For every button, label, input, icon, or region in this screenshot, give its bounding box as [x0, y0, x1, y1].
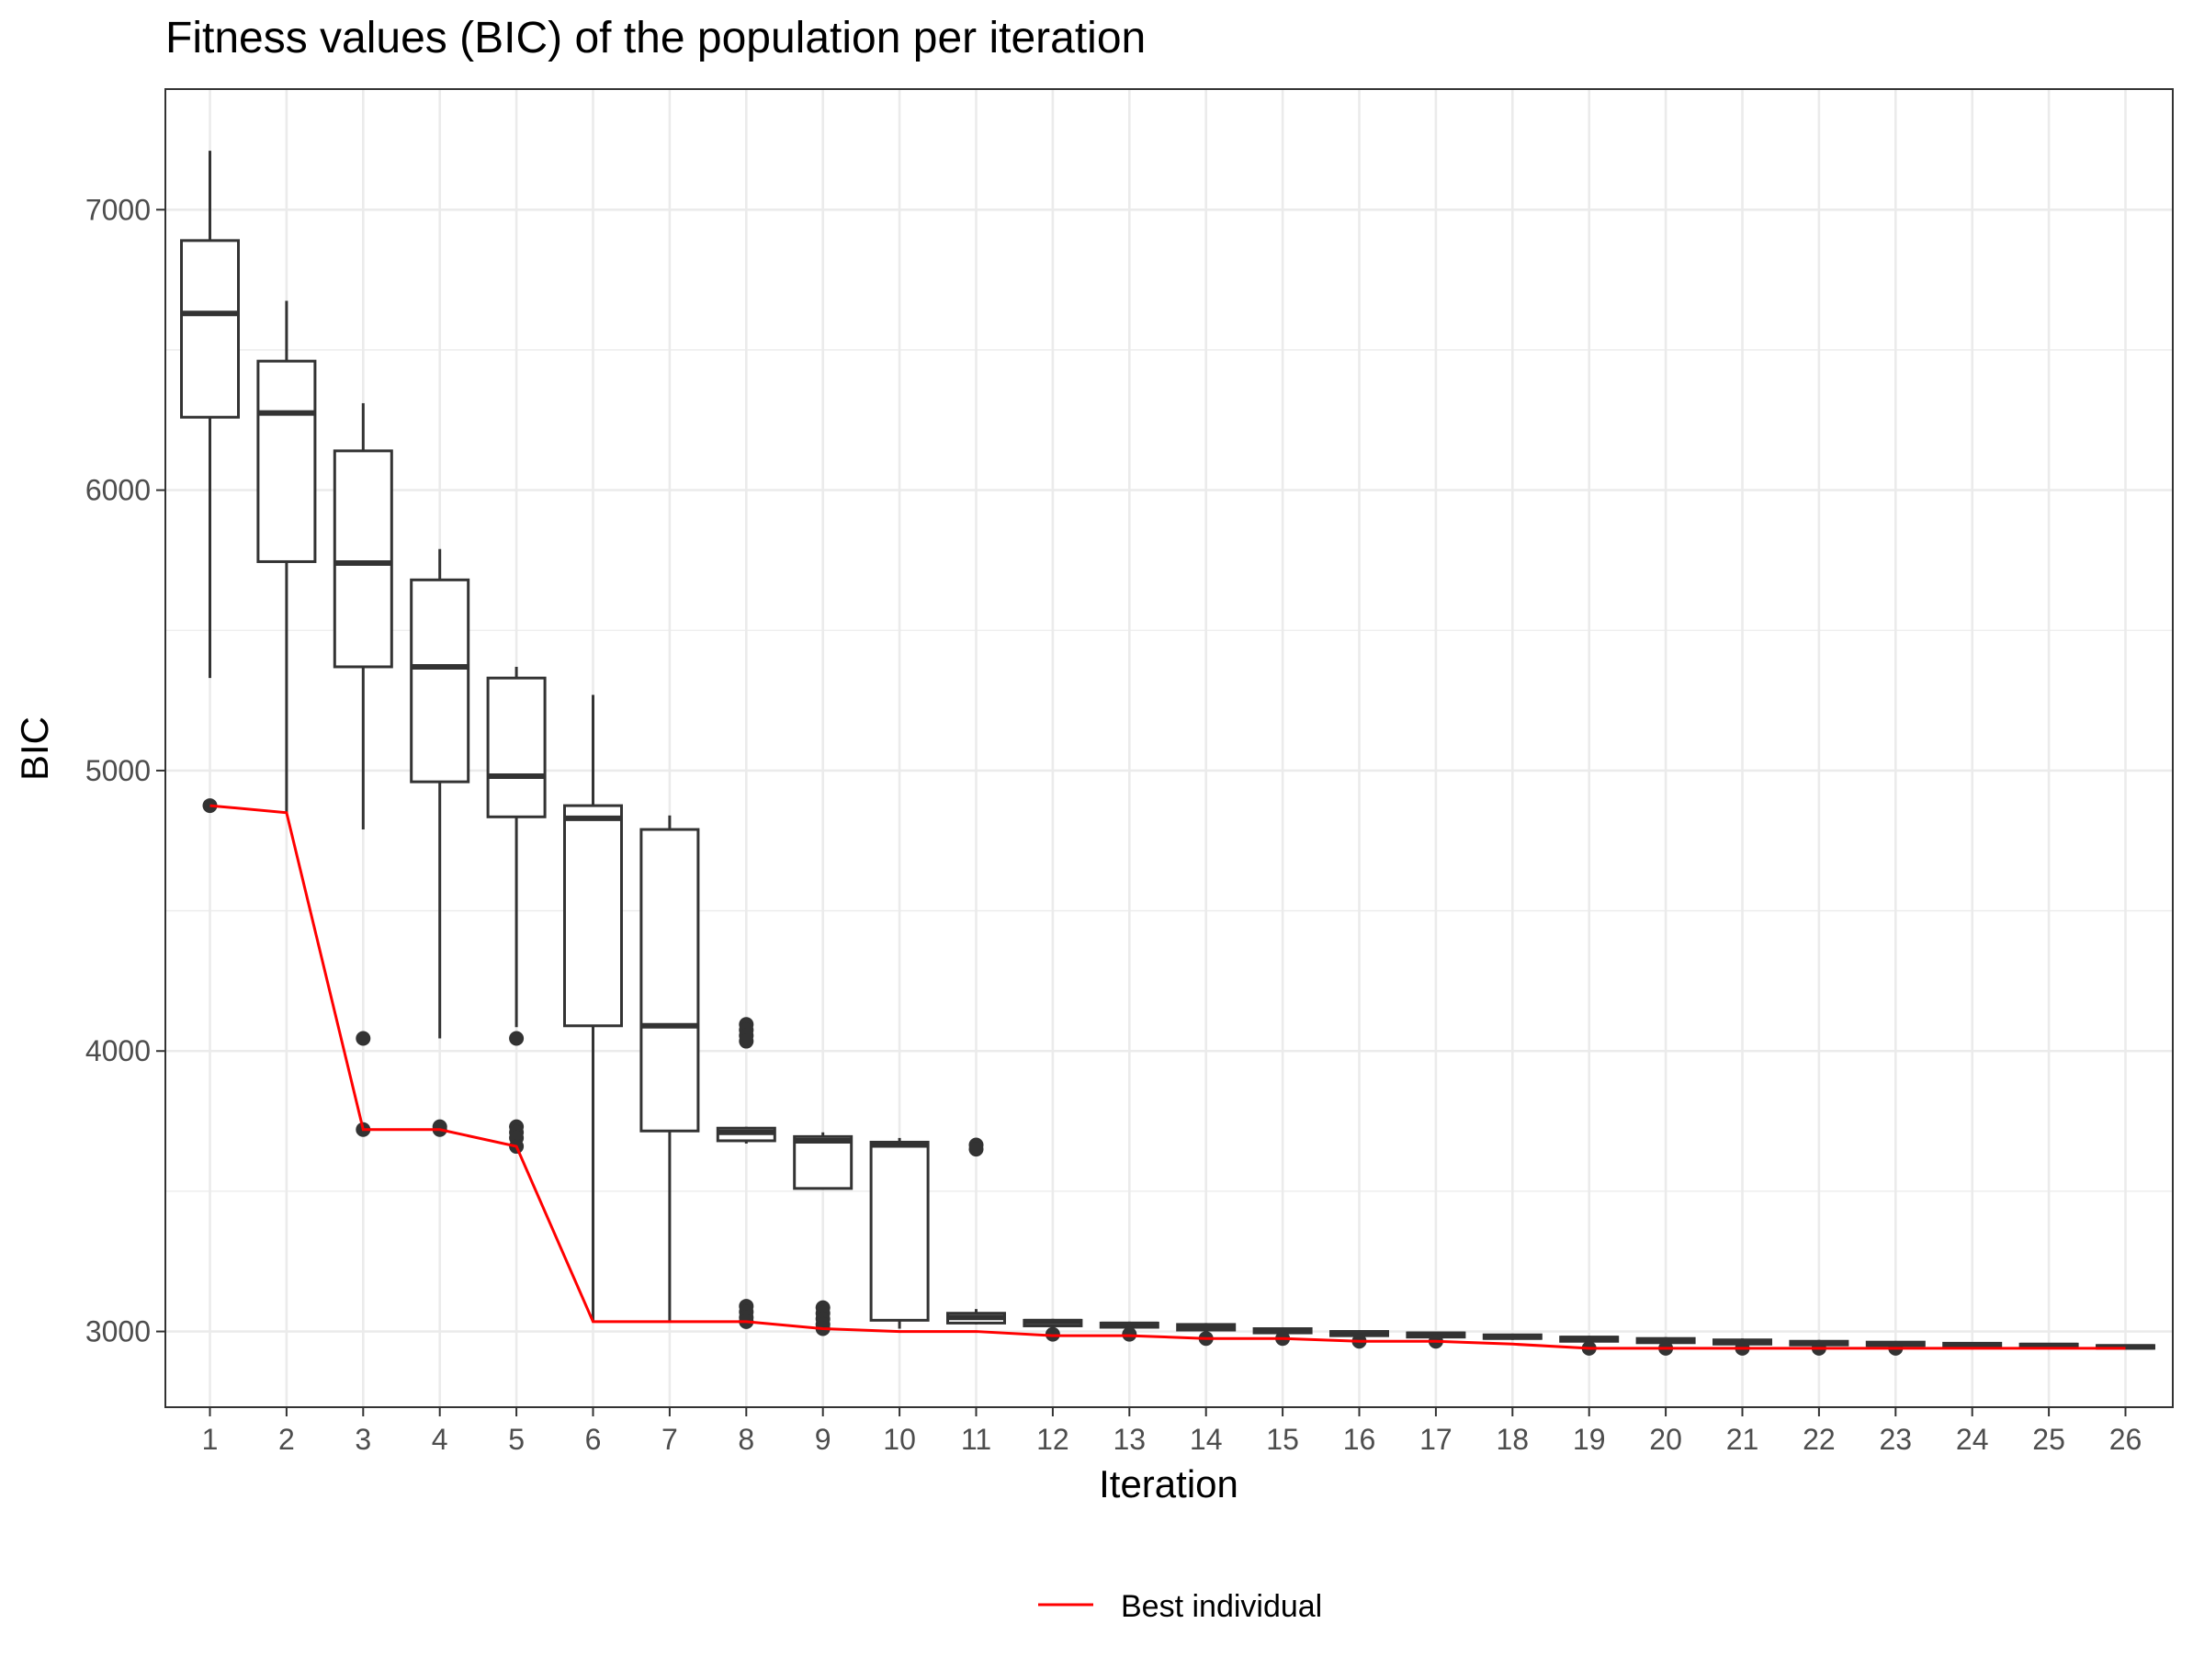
box-iqr: [793, 1134, 853, 1190]
chart-title: Fitness values (BIC) of the population p…: [165, 14, 1146, 62]
best-individual-line: [209, 804, 2126, 1350]
box-iqr: [869, 1140, 930, 1322]
grid-layer: [165, 89, 2173, 1407]
x-tick-label: 6: [585, 1423, 602, 1456]
y-tick-label: 3000: [85, 1315, 151, 1348]
x-tick-label: 9: [815, 1423, 831, 1456]
box-iqr: [486, 676, 547, 818]
x-tick-label: 22: [1803, 1423, 1836, 1456]
box-iqr: [256, 359, 317, 563]
box-outlier-point: [968, 1142, 984, 1157]
x-tick-label: 13: [1113, 1423, 1147, 1456]
y-tick-label: 7000: [85, 193, 151, 226]
x-tick-label: 7: [661, 1423, 678, 1456]
panel-border: [164, 88, 2174, 1408]
x-tick-label: 11: [961, 1423, 991, 1456]
x-tick-label: 8: [738, 1423, 754, 1456]
x-tick-label: 2: [278, 1423, 295, 1456]
legend-label-best-individual: Best individual: [1121, 1589, 1322, 1624]
y-tick-label: 5000: [85, 754, 151, 787]
x-tick-label: 15: [1266, 1423, 1299, 1456]
x-tick-label: 10: [883, 1423, 916, 1456]
x-tick-label: 4: [432, 1423, 448, 1456]
x-axis-title: Iteration: [1099, 1462, 1238, 1505]
box-iqr: [180, 239, 240, 419]
box-iqr: [563, 804, 623, 1028]
box-outlier-point: [356, 1031, 371, 1046]
box-iqr: [410, 578, 470, 784]
x-tick-label: 21: [1726, 1423, 1759, 1456]
box-outlier-point: [739, 1033, 754, 1049]
x-tick-label: 18: [1497, 1423, 1530, 1456]
box-iqr: [639, 828, 700, 1133]
x-tick-label: 24: [1956, 1423, 1989, 1456]
x-tick-label: 19: [1573, 1423, 1606, 1456]
legend: Best individual: [1038, 1589, 1322, 1624]
y-tick-label: 4000: [85, 1034, 151, 1067]
x-tick-label: 25: [2032, 1423, 2065, 1456]
x-tick-label: 5: [508, 1423, 525, 1456]
x-tick-label: 1: [202, 1423, 219, 1456]
x-tick-label: 26: [2109, 1423, 2142, 1456]
box-layer: [180, 151, 2155, 1356]
y-tick-label: 6000: [85, 474, 151, 507]
x-tick-label: 3: [355, 1423, 371, 1456]
x-tick-label: 12: [1036, 1423, 1069, 1456]
box-outlier-point: [509, 1031, 525, 1046]
x-tick-label: 14: [1190, 1423, 1223, 1456]
box-iqr: [333, 449, 393, 669]
box-outlier-point: [1122, 1326, 1137, 1342]
y-axis-title: BIC: [13, 716, 56, 781]
x-tick-label: 23: [1880, 1423, 1913, 1456]
x-tick-label: 20: [1649, 1423, 1682, 1456]
x-tick-label: 17: [1419, 1423, 1453, 1456]
x-tick-label: 16: [1343, 1423, 1376, 1456]
line-layer: [209, 804, 2126, 1350]
box-outlier-point: [1045, 1326, 1060, 1342]
